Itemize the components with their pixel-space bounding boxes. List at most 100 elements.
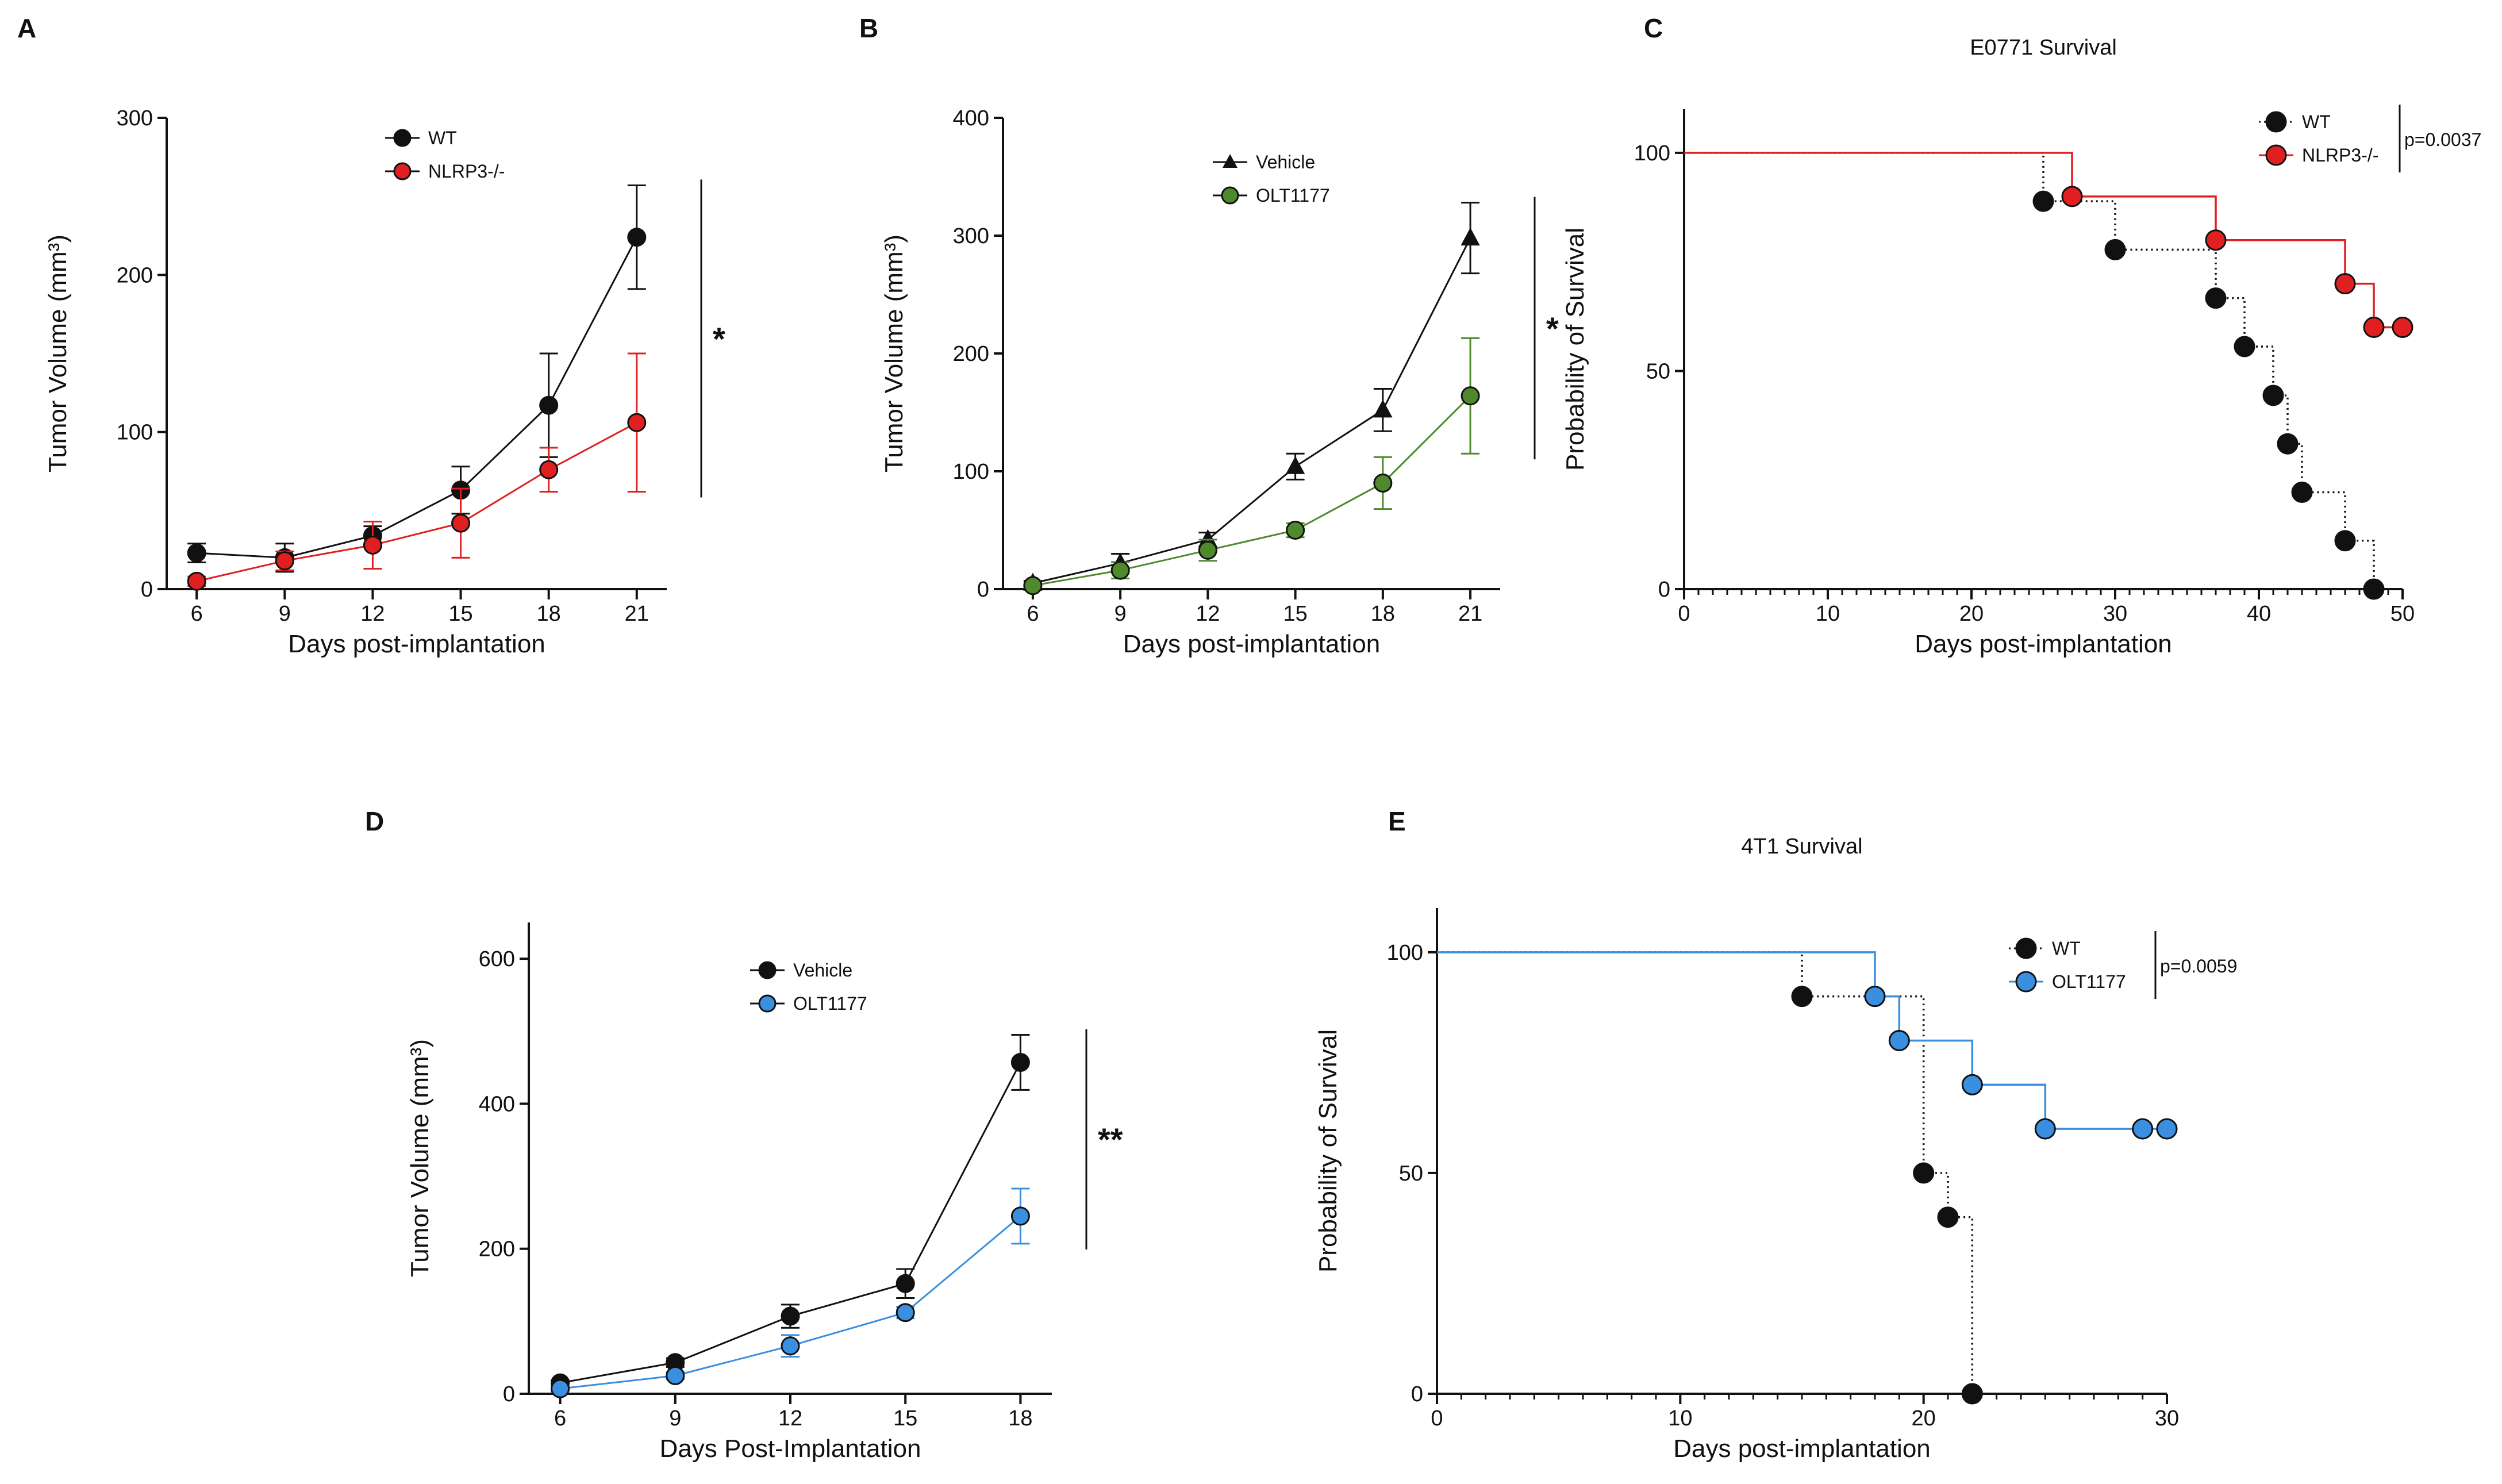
series-line-1 — [1032, 395, 1471, 587]
x-tick-label: 21 — [625, 602, 649, 626]
x-tick-label: 0 — [1431, 1406, 1443, 1431]
survival-curve-0 — [1437, 951, 1974, 1394]
survival-point — [2104, 239, 2126, 260]
x-tick-label: 40 — [2247, 602, 2271, 626]
data-point — [1285, 456, 1305, 474]
x-tick-label: 6 — [554, 1406, 566, 1431]
x-tick-label: 20 — [1912, 1406, 1936, 1431]
survival-curve-0 — [1684, 152, 2375, 589]
data-point — [896, 1274, 915, 1293]
legend-marker — [1223, 154, 1237, 168]
survival-point — [2334, 530, 2356, 552]
x-axis-label: Days Post-Implantation — [660, 1435, 921, 1463]
survival-point — [2061, 186, 2083, 207]
y-tick-label: 50 — [1399, 1162, 1423, 1186]
survival-point — [2234, 336, 2255, 357]
significance-marker: * — [713, 321, 725, 357]
series-line-0 — [1032, 237, 1471, 585]
legend-marker — [2265, 144, 2287, 166]
x-tick-label: 9 — [1114, 602, 1127, 626]
y-tick-label: 100 — [953, 460, 989, 484]
x-tick-label: 0 — [1678, 602, 1690, 626]
x-tick-label: 30 — [2155, 1406, 2179, 1431]
survival-curve-1 — [1684, 152, 2403, 329]
panel-b: B 0 100 200 300 400 6 9 12 15 18 21 Days post-implan… — [859, 13, 1559, 658]
data-point — [363, 535, 382, 555]
survival-point — [1864, 986, 1886, 1008]
data-point — [1010, 1052, 1030, 1072]
legend-label: Vehicle — [1256, 152, 1315, 172]
x-tick-label: 18 — [537, 602, 561, 626]
y-tick-label: 0 — [1658, 578, 1670, 602]
panel-letter: D — [365, 806, 384, 836]
legend-marker — [393, 129, 412, 147]
survival-point — [2363, 578, 2385, 600]
x-tick-label: 18 — [1008, 1406, 1032, 1431]
survival-point — [2262, 385, 2284, 406]
legend-label: NLRP3-/- — [2302, 145, 2378, 166]
data-point — [781, 1306, 800, 1326]
survival-point — [2032, 190, 2054, 212]
data-point — [539, 395, 559, 415]
survival-point — [2291, 481, 2313, 503]
legend-marker — [758, 994, 777, 1013]
y-axis-label: Probability of Survival — [1561, 228, 1589, 471]
x-tick-label: 30 — [2103, 602, 2127, 626]
y-tick-label: 0 — [1411, 1382, 1423, 1406]
survival-curve-1 — [1437, 951, 2167, 1130]
x-axis-label: Days post-implantation — [1915, 630, 2172, 658]
legend-label: OLT1177 — [2052, 971, 2126, 992]
data-point — [539, 460, 559, 479]
y-tick-label: 200 — [117, 263, 153, 287]
x-tick-label: 10 — [1816, 602, 1840, 626]
y-tick-label: 200 — [953, 342, 989, 366]
y-tick-label: 400 — [479, 1092, 515, 1116]
x-axis-label: Days post-implantation — [288, 630, 545, 658]
survival-point — [2132, 1118, 2154, 1140]
y-tick-label: 100 — [117, 421, 153, 445]
legend-marker — [1221, 186, 1239, 205]
survival-point — [2205, 287, 2227, 309]
survival-point — [1913, 1162, 1935, 1184]
chart-title: E0771 Survival — [1970, 36, 2117, 60]
x-tick-label: 15 — [893, 1406, 917, 1431]
survival-point — [2156, 1118, 2178, 1140]
survival-point — [1937, 1206, 1959, 1228]
x-tick-label: 9 — [279, 602, 291, 626]
y-tick-label: 300 — [117, 106, 153, 130]
data-point — [551, 1379, 570, 1398]
legend-marker — [758, 961, 777, 979]
x-tick-label: 15 — [448, 602, 472, 626]
survival-point — [2205, 229, 2227, 251]
y-tick-label: 400 — [953, 106, 989, 130]
x-tick-label: 12 — [1196, 602, 1220, 626]
data-point — [896, 1303, 915, 1322]
panel-letter: A — [17, 13, 36, 43]
panel-a: A 0 100 200 300 6 9 12 15 18 21 Days post-implantat… — [17, 13, 725, 658]
chart-title: 4T1 Survival — [1741, 835, 1862, 859]
panel-letter: E — [1388, 806, 1406, 836]
y-axis-label: Tumor Volume (mm³) — [44, 234, 72, 472]
legend-marker — [2265, 111, 2287, 133]
legend-label: OLT1177 — [793, 993, 867, 1014]
legend-label: OLT1177 — [1256, 185, 1330, 206]
legend-label: WT — [2302, 112, 2331, 132]
data-point — [666, 1366, 685, 1385]
y-tick-label: 50 — [1646, 359, 1670, 383]
data-point — [1198, 540, 1217, 560]
x-tick-label: 10 — [1668, 1406, 1692, 1431]
panel-letter: B — [859, 13, 878, 43]
significance-marker: * — [1546, 310, 1559, 347]
legend-label: NLRP3-/- — [428, 161, 505, 182]
data-point — [275, 551, 294, 571]
panel-d: D 0 200 400 600 6 9 12 15 18 Days Post-Implantatio… — [365, 806, 1123, 1463]
survival-point — [2334, 273, 2356, 295]
x-tick-label: 20 — [1959, 602, 1984, 626]
survival-point — [1888, 1029, 1910, 1051]
legend-label: WT — [2052, 938, 2081, 959]
x-tick-label: 12 — [778, 1406, 802, 1431]
x-tick-label: 6 — [191, 602, 203, 626]
data-point — [1373, 399, 1393, 418]
legend-label: Vehicle — [793, 960, 852, 981]
